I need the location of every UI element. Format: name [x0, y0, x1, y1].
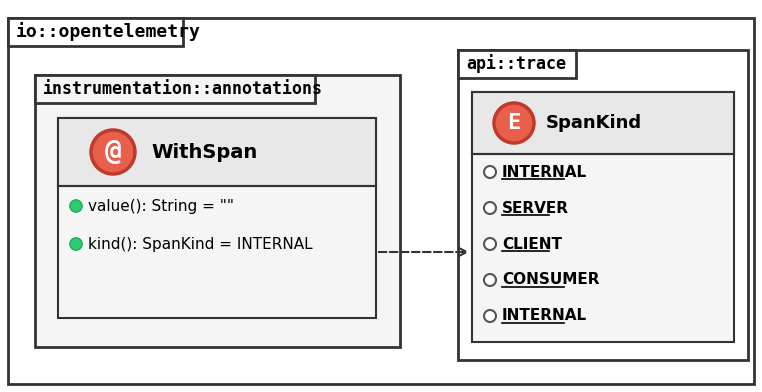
Bar	[58, 118, 376, 186]
Circle shape	[484, 166, 496, 178]
Text: SERVER: SERVER	[502, 200, 569, 216]
Bar	[58, 118, 376, 318]
Bar	[35, 75, 400, 347]
Text: kind(): SpanKind = INTERNAL: kind(): SpanKind = INTERNAL	[88, 236, 312, 252]
Circle shape	[70, 200, 82, 212]
Text: @: @	[104, 138, 121, 166]
Bar	[472, 92, 734, 342]
Bar	[8, 18, 183, 46]
Text: instrumentation::annotations: instrumentation::annotations	[43, 80, 323, 98]
Text: SpanKind: SpanKind	[546, 114, 642, 132]
Circle shape	[494, 103, 534, 143]
Text: WithSpan: WithSpan	[151, 143, 258, 162]
Circle shape	[484, 274, 496, 286]
Circle shape	[91, 130, 135, 174]
Text: io::opentelemetry: io::opentelemetry	[16, 22, 201, 42]
Circle shape	[484, 238, 496, 250]
Text: value(): String = "": value(): String = ""	[88, 198, 234, 214]
Bar	[472, 92, 734, 154]
Text: CLIENT: CLIENT	[502, 236, 562, 252]
Text: E: E	[507, 113, 520, 133]
Bar	[35, 75, 315, 103]
Circle shape	[484, 310, 496, 322]
Circle shape	[484, 202, 496, 214]
Text: CONSUMER: CONSUMER	[502, 272, 600, 287]
Bar	[458, 50, 748, 360]
Bar	[458, 50, 576, 78]
Circle shape	[70, 238, 82, 250]
Text: api::trace: api::trace	[466, 54, 566, 73]
Text: INTERNAL: INTERNAL	[502, 165, 588, 180]
Text: INTERNAL: INTERNAL	[502, 309, 588, 323]
